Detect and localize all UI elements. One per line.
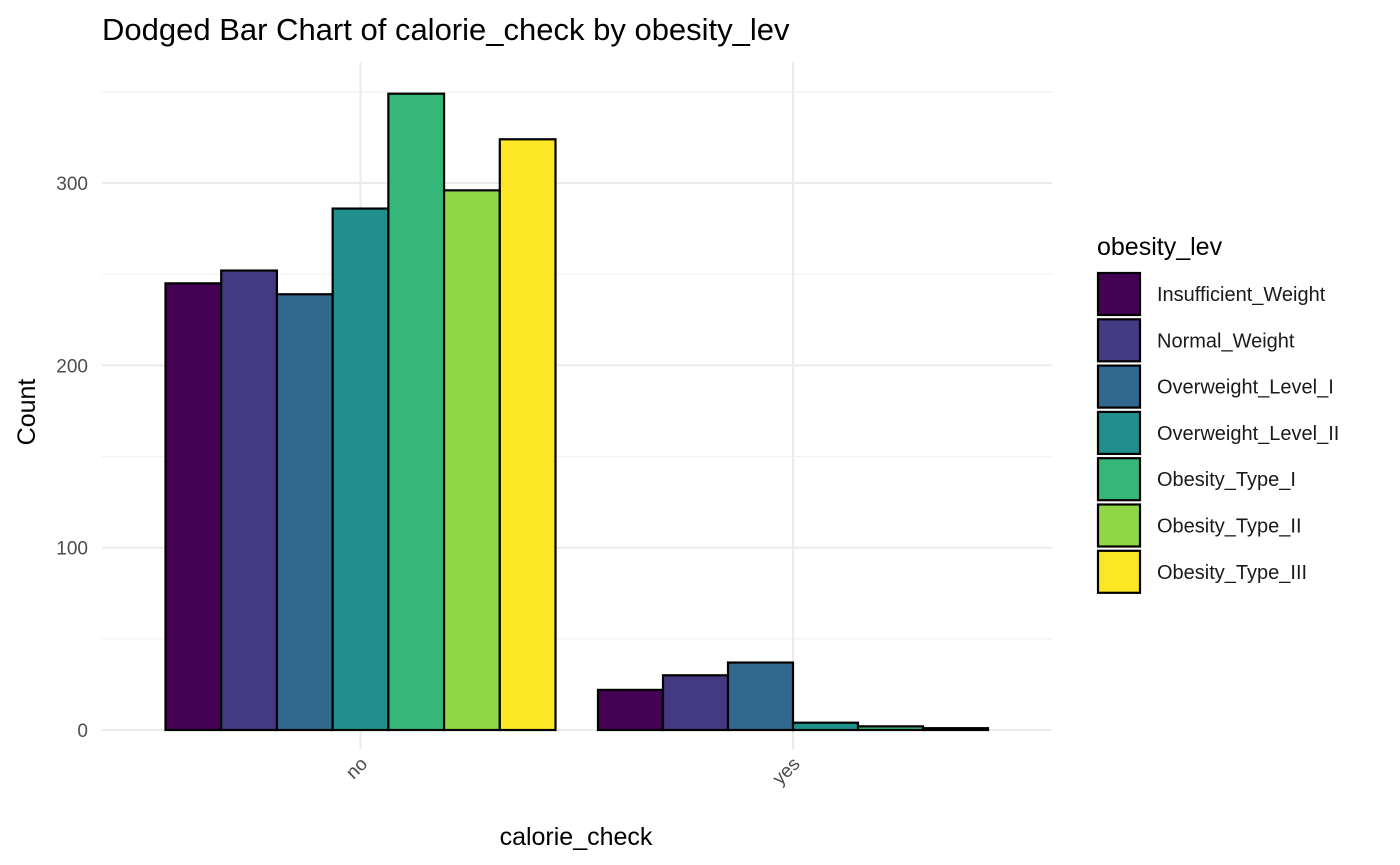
legend-key-overweight-level-ii bbox=[1096, 410, 1142, 455]
legend-label-normal-weight: Normal_Weight bbox=[1157, 330, 1295, 352]
bar-yes-normal-weight bbox=[661, 674, 730, 732]
legend-label-overweight-level-ii: Overweight_Level_II bbox=[1157, 423, 1339, 445]
legend-key-overweight-level-i bbox=[1096, 364, 1142, 409]
legend-label-overweight-level-i: Overweight_Level_I bbox=[1157, 377, 1334, 399]
bar-no-obesity-type-ii bbox=[442, 189, 501, 732]
legend-key-obesity-type-ii bbox=[1096, 503, 1142, 548]
x-axis-title: calorie_check bbox=[500, 823, 653, 851]
y-tick-label: 100 bbox=[56, 539, 88, 560]
legend-key-obesity-type-i bbox=[1096, 457, 1142, 502]
legend-label-obesity-type-ii: Obesity_Type_II bbox=[1157, 516, 1302, 538]
y-tick-label: 300 bbox=[56, 174, 88, 195]
legend-key-normal-weight bbox=[1096, 318, 1142, 363]
legend-key-insufficient-weight bbox=[1096, 271, 1142, 317]
y-tick-label: 0 bbox=[77, 721, 88, 742]
x-tick-label-no: no bbox=[342, 754, 372, 784]
bar-no-overweight-level-i bbox=[275, 293, 334, 732]
bar-no-insufficient-weight bbox=[164, 282, 223, 732]
legend-label-insufficient-weight: Insufficient_Weight bbox=[1157, 284, 1326, 306]
bar-no-normal-weight bbox=[220, 269, 279, 732]
y-axis-title: Count bbox=[13, 379, 41, 446]
bar-no-obesity-type-i bbox=[387, 92, 446, 732]
bar-no-obesity-type-iii bbox=[498, 138, 557, 732]
legend-label-obesity-type-i: Obesity_Type_I bbox=[1157, 469, 1296, 491]
bars bbox=[164, 92, 990, 732]
legend-title: obesity_lev bbox=[1097, 233, 1223, 261]
x-axis-ticks: no yes bbox=[342, 754, 804, 790]
y-axis-ticks: 0 100 200 300 bbox=[56, 174, 88, 742]
bar-yes-overweight-level-i bbox=[726, 661, 795, 732]
bar-yes-insufficient-weight bbox=[596, 688, 665, 732]
bar-yes-overweight-level-ii bbox=[791, 721, 860, 732]
x-tick-label-yes: yes bbox=[769, 754, 805, 790]
bar-yes-obesity-type-ii bbox=[921, 727, 990, 732]
y-tick-label: 200 bbox=[56, 356, 88, 377]
bar-yes-obesity-type-i bbox=[856, 725, 925, 732]
legend: obesity_lev Insufficient_Weight Normal_We… bbox=[1096, 233, 1339, 594]
chart-title: Dodged Bar Chart of calorie_check by obe… bbox=[102, 12, 790, 47]
legend-key-obesity-type-iii bbox=[1096, 549, 1142, 594]
bar-no-overweight-level-ii bbox=[331, 207, 390, 732]
legend-label-obesity-type-iii: Obesity_Type_III bbox=[1157, 562, 1307, 584]
